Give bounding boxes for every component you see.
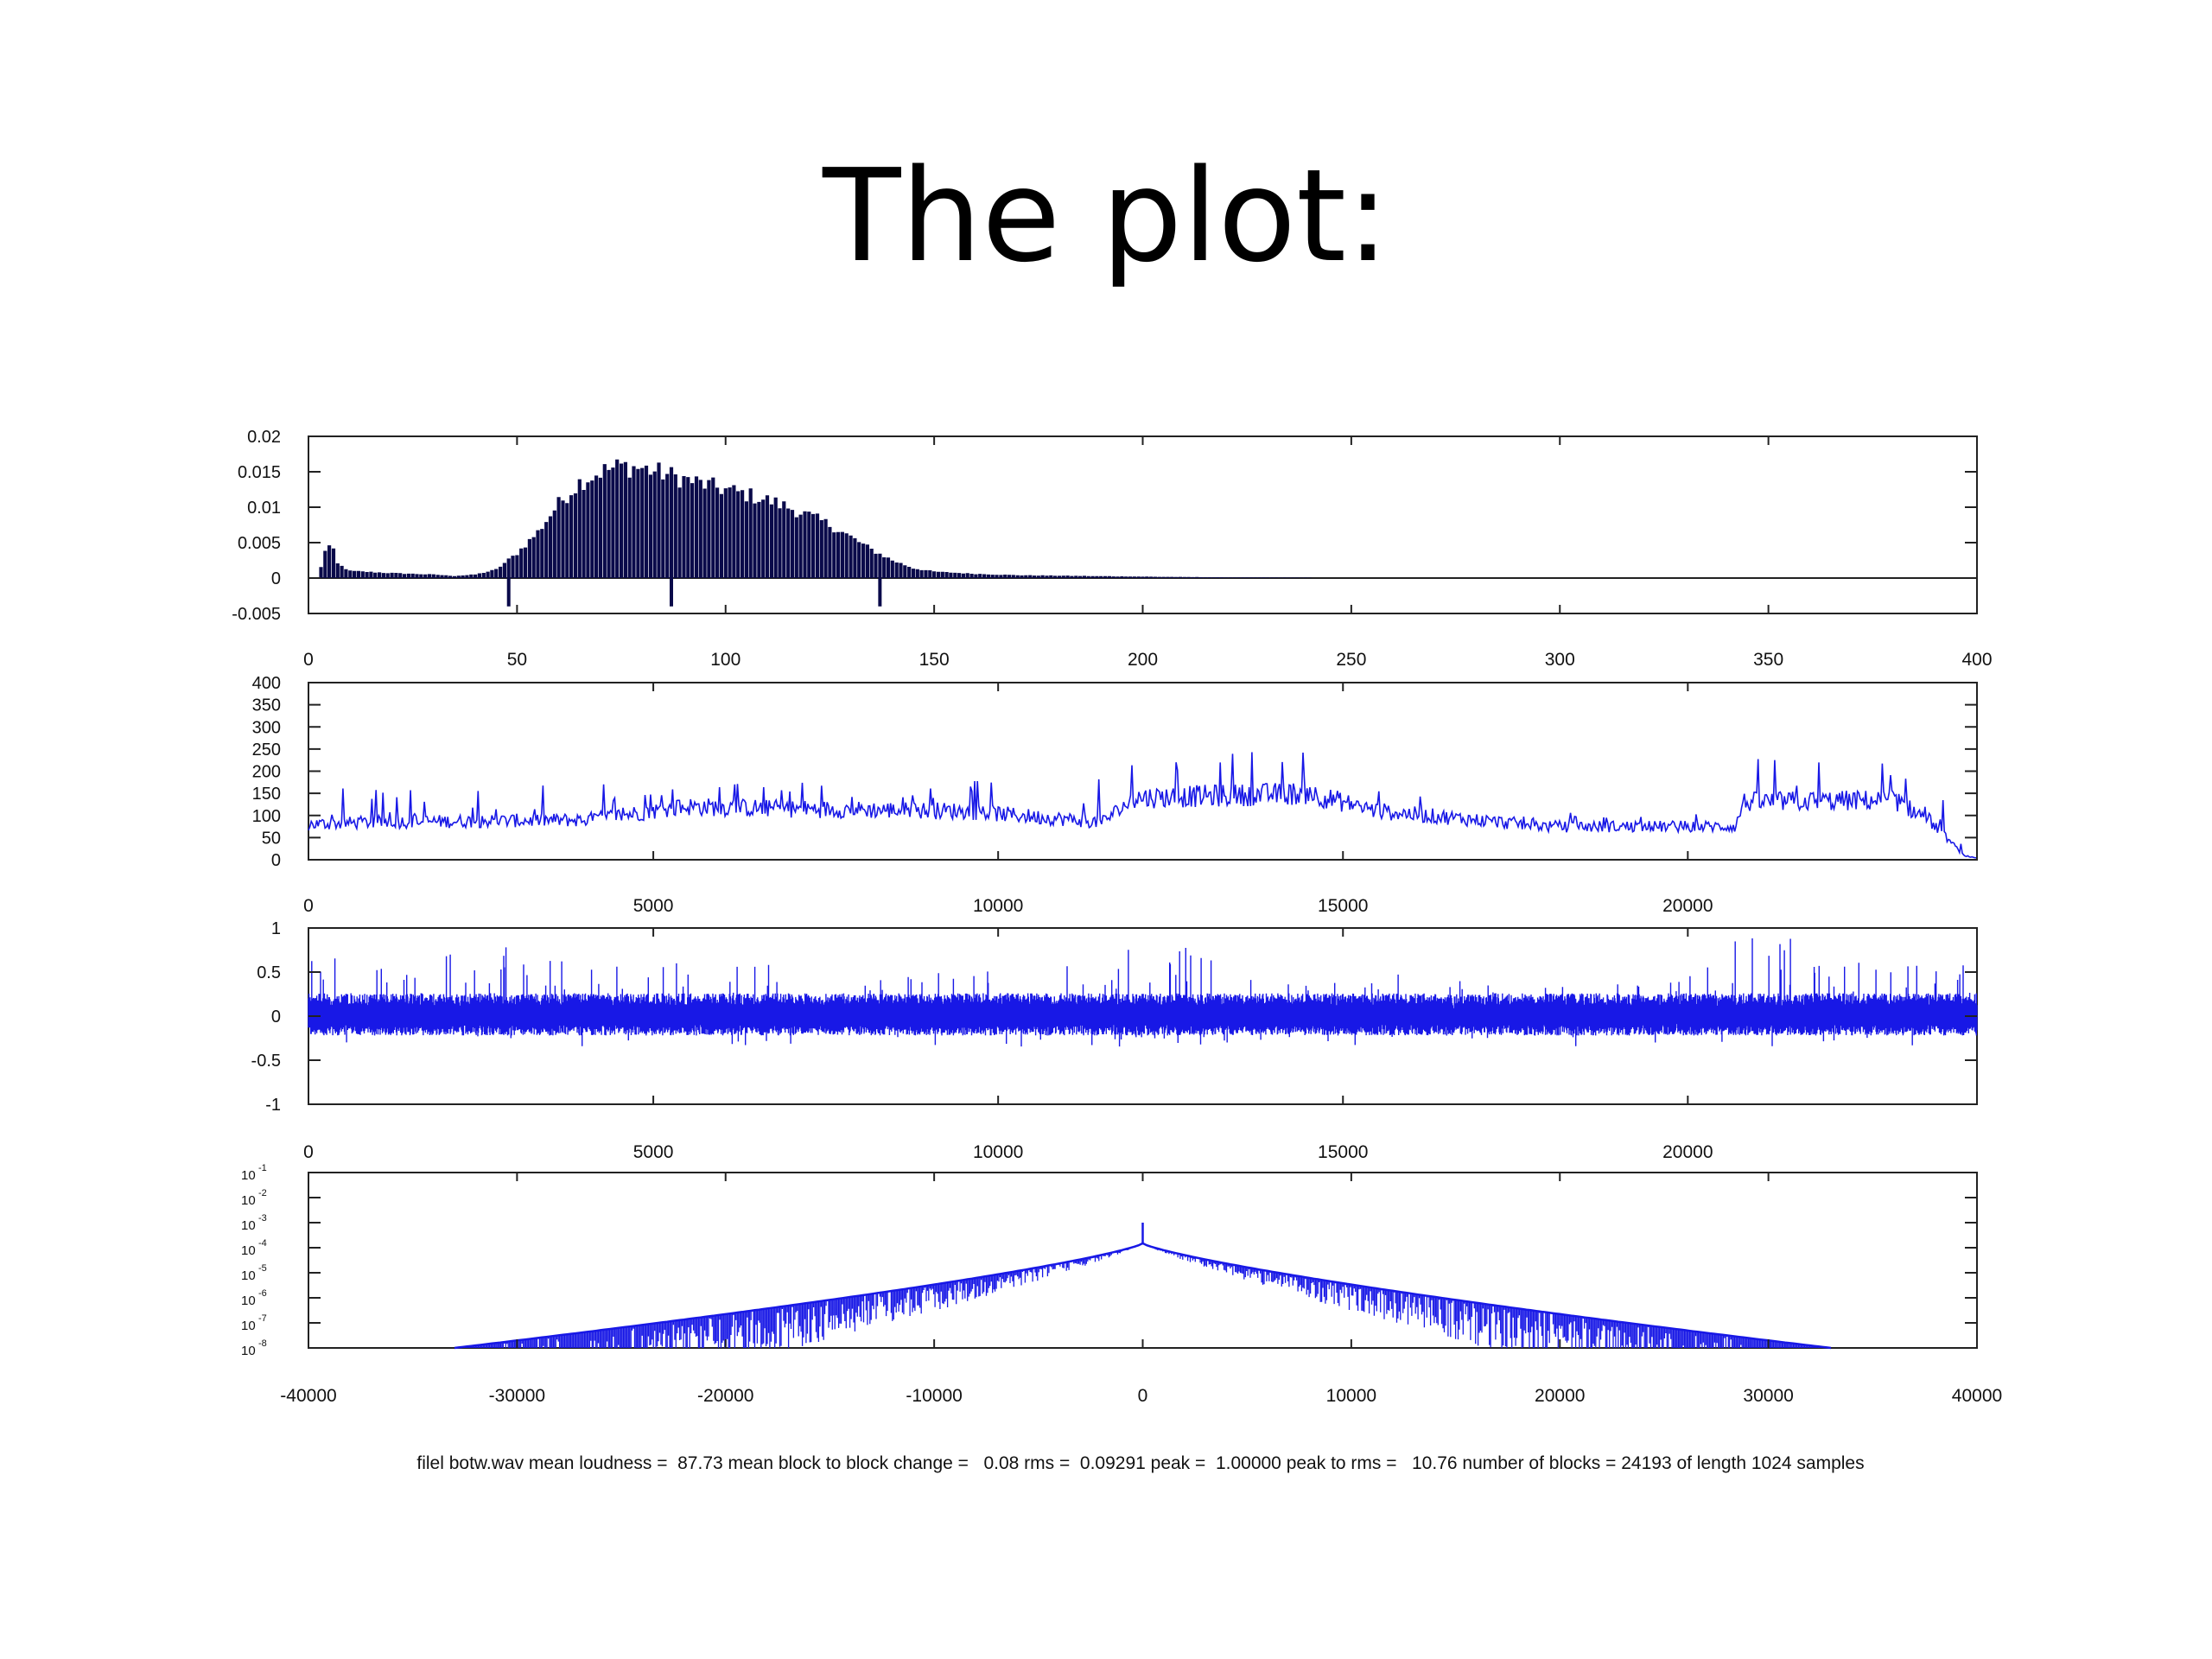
histogram-xtick-label: 150 [919, 650, 950, 670]
spectrum-ytick-base: 10 [241, 1268, 256, 1283]
statistics-footer: filel botw.wav mean loudness = 87.73 mea… [416, 1453, 1865, 1473]
histogram-ytick-label: 0.02 [247, 428, 281, 447]
waveform-xtick-label: 15000 [1318, 1142, 1368, 1162]
histogram-ytick-label: 0.01 [247, 499, 281, 518]
histogram-ytick-label: -0.005 [232, 605, 281, 624]
waveform-panel: 0 5000 10000 15000 20000 -1 -0.5 0 0.5 1 [251, 919, 1978, 1162]
slide-title: The plot: [823, 142, 1389, 290]
spectrum-xtick-label: 20000 [1535, 1386, 1585, 1406]
spectrum-xtick-label: -30000 [489, 1386, 545, 1406]
histogram-ytick-label: 0.005 [238, 534, 281, 553]
spectrum-ytick-exponent: -2 [258, 1188, 267, 1198]
waveform-ytick-label: 0.5 [257, 963, 281, 982]
spectrum-ytick-base: 10 [241, 1168, 256, 1183]
loudness-xtick-label: 5000 [633, 896, 674, 916]
loudness-xtick-label: 15000 [1318, 896, 1368, 916]
waveform-xtick-label: 0 [303, 1142, 314, 1162]
loudness-ytick-label: 350 [252, 696, 281, 715]
waveform-xtick-label: 5000 [633, 1142, 674, 1162]
histogram-panel: 0 50 100 150 200 250 300 350 400 -0.005 0 0.005 0.01… [232, 428, 1992, 670]
loudness-ytick-label: 250 [252, 741, 281, 760]
spectrum-frame [308, 1172, 1978, 1349]
spectrum-xtick-label: 0 [1138, 1386, 1148, 1406]
waveform-ytick-label: 1 [271, 919, 281, 938]
spectrum-ytick-exponent: -6 [258, 1288, 267, 1299]
histogram-xtick-label: 250 [1336, 650, 1366, 670]
histogram-xtick-label: 50 [507, 650, 527, 670]
spectrum-ytick-base: 10 [241, 1344, 256, 1358]
spectrum-ytick-base: 10 [241, 1243, 256, 1258]
spectrum-series [454, 1243, 1831, 1348]
loudness-ytick-label: 100 [252, 807, 281, 826]
histogram-xtick-label: 300 [1545, 650, 1575, 670]
spectrum-ytick-base: 10 [241, 1319, 256, 1333]
loudness-ytick-label: 0 [271, 851, 281, 870]
spectrum-ytick-exponent: -1 [258, 1163, 267, 1173]
histogram-xtick-label: 100 [710, 650, 741, 670]
loudness-ytick-label: 150 [252, 785, 281, 804]
waveform-xtick-label: 20000 [1662, 1142, 1713, 1162]
log-spectrum-panel: -40000 -30000 -20000 -10000 0 10000 20000 30000… [241, 1163, 2002, 1406]
histogram-bars [319, 459, 1312, 578]
spectrum-ytick-exponent: -3 [258, 1213, 267, 1224]
spectrum-envelope [454, 1242, 1832, 1350]
spectrum-ytick-base: 10 [241, 1193, 256, 1208]
spectrum-ytick-exponent: -8 [258, 1338, 267, 1349]
histogram-ytick-label: 0 [271, 569, 281, 588]
spectrum-ytick-exponent: -4 [258, 1238, 267, 1249]
spectrum-ytick-base: 10 [241, 1294, 256, 1308]
loudness-series [308, 752, 1977, 859]
spectrum-xtick-label: 40000 [1952, 1386, 2002, 1406]
loudness-ytick-label: 300 [252, 718, 281, 737]
loudness-frame [308, 682, 1978, 861]
waveform-series [308, 938, 1978, 1047]
spectrum-xtick-label: 10000 [1326, 1386, 1376, 1406]
histogram-xtick-label: 400 [1961, 650, 1992, 670]
waveform-xtick-label: 10000 [973, 1142, 1023, 1162]
loudness-ytick-label: 400 [252, 674, 281, 693]
waveform-ytick-label: -1 [265, 1096, 281, 1115]
spectrum-xtick-label: -10000 [906, 1386, 962, 1406]
spectrum-ytick-exponent: -5 [258, 1263, 267, 1274]
waveform-ytick-label: -0.5 [251, 1052, 281, 1071]
waveform-ytick-label: 0 [271, 1007, 281, 1027]
spectrum-xtick-label: 30000 [1743, 1386, 1793, 1406]
histogram-xtick-label: 200 [1128, 650, 1158, 670]
histogram-xtick-label: 350 [1753, 650, 1783, 670]
loudness-ytick-label: 200 [252, 763, 281, 782]
histogram-xtick-label: 0 [303, 650, 314, 670]
spectrum-ytick-exponent: -7 [258, 1313, 267, 1324]
spectrum-xtick-label: -20000 [697, 1386, 753, 1406]
spectrum-xtick-label: -40000 [280, 1386, 336, 1406]
loudness-xtick-label: 0 [303, 896, 314, 916]
loudness-xtick-label: 20000 [1662, 896, 1713, 916]
loudness-timeline-panel: 0 5000 10000 15000 20000 0 50 100 150 200 250 300 35… [252, 674, 1978, 916]
histogram-ytick-label: 0.015 [238, 463, 281, 482]
spectrum-ytick-base: 10 [241, 1218, 256, 1233]
loudness-ytick-label: 50 [262, 829, 281, 848]
loudness-xtick-label: 10000 [973, 896, 1023, 916]
